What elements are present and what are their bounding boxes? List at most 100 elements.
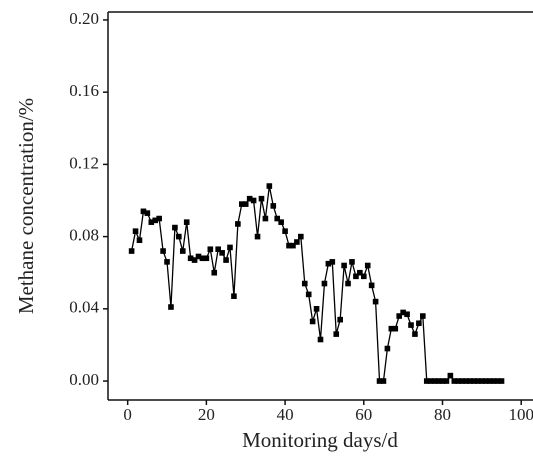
data-point	[246, 195, 253, 202]
data-point	[238, 201, 245, 207]
data-point	[266, 183, 273, 189]
data-point	[439, 378, 446, 384]
data-point	[128, 248, 135, 254]
data-point	[443, 378, 450, 384]
data-point	[360, 273, 367, 280]
data-point	[498, 378, 505, 384]
data-line	[130, 185, 502, 382]
data-point	[258, 195, 265, 202]
data-point	[423, 378, 430, 384]
data-point	[494, 378, 501, 384]
data-point	[486, 378, 493, 384]
data-point	[482, 378, 489, 384]
y-tick-label: 0.00	[69, 370, 99, 389]
data-point	[416, 320, 422, 327]
data-point	[384, 345, 391, 352]
data-point	[278, 219, 284, 225]
data-point	[380, 378, 387, 384]
x-tick-label: 80	[434, 405, 451, 424]
data-point	[337, 316, 343, 323]
data-point	[168, 304, 174, 310]
data-point	[187, 255, 194, 262]
data-point	[490, 378, 497, 384]
data-point	[408, 322, 414, 328]
data-point	[435, 378, 442, 384]
data-point	[223, 257, 229, 263]
data-point	[172, 224, 178, 231]
data-point	[372, 298, 379, 305]
data-point	[333, 331, 340, 337]
data-point	[298, 233, 304, 240]
data-point	[329, 259, 336, 265]
data-point	[195, 253, 202, 260]
data-point	[451, 378, 458, 384]
data-point	[152, 217, 159, 224]
data-point	[471, 378, 477, 384]
data-point	[242, 201, 249, 207]
data-point	[270, 203, 277, 209]
data-point	[463, 378, 469, 384]
data-point	[140, 208, 147, 215]
data-point	[404, 311, 410, 318]
data-point	[136, 237, 143, 244]
data-point	[392, 325, 399, 332]
data-point	[179, 248, 186, 254]
data-point	[400, 309, 406, 316]
y-axis-title: Methane concentration/%	[14, 98, 38, 314]
y-tick-label: 0.20	[69, 9, 99, 28]
y-tick-label: 0.16	[69, 81, 99, 100]
data-point	[191, 257, 198, 263]
x-tick-label: 60	[355, 405, 372, 424]
data-point	[357, 269, 363, 276]
x-tick-label: 100	[508, 405, 533, 424]
data-point	[294, 239, 300, 245]
y-tick-label: 0.08	[69, 226, 99, 245]
data-point	[227, 244, 233, 251]
data-point	[254, 233, 261, 240]
data-point	[364, 262, 371, 269]
data-point	[309, 318, 316, 325]
data-point	[325, 260, 332, 267]
data-point	[349, 259, 355, 265]
data-point	[475, 378, 481, 384]
data-point	[132, 228, 139, 234]
data-point	[353, 273, 359, 280]
data-point	[164, 259, 170, 265]
data-point	[467, 378, 473, 384]
data-point	[282, 228, 288, 234]
data-point	[286, 242, 292, 249]
data-point	[160, 248, 166, 254]
data-point	[156, 215, 162, 222]
x-axis-title: Monitoring days/d	[242, 428, 398, 452]
data-point	[341, 262, 347, 269]
data-point	[317, 336, 324, 343]
data-point	[290, 242, 296, 249]
data-point	[231, 293, 237, 299]
y-tick-label: 0.12	[69, 153, 99, 172]
data-point	[262, 215, 269, 222]
data-point	[211, 269, 218, 276]
data-point	[455, 378, 462, 384]
data-point	[313, 306, 320, 312]
data-point	[305, 291, 312, 298]
x-tick-label: 20	[198, 405, 215, 424]
data-point	[183, 219, 190, 225]
data-point	[219, 250, 225, 256]
data-point	[388, 325, 395, 332]
y-tick-label: 0.04	[69, 298, 99, 317]
data-point	[207, 246, 214, 253]
data-point	[345, 280, 351, 287]
data-point	[215, 246, 221, 253]
data-point	[199, 255, 206, 262]
data-point	[459, 378, 465, 384]
data-point	[368, 282, 375, 289]
data-point	[396, 313, 403, 319]
data-point	[479, 378, 485, 384]
data-point	[235, 221, 241, 227]
data-point	[144, 210, 151, 216]
data-point	[274, 215, 281, 222]
data-point	[250, 197, 257, 204]
data-point	[427, 378, 434, 384]
data-point	[376, 378, 383, 384]
